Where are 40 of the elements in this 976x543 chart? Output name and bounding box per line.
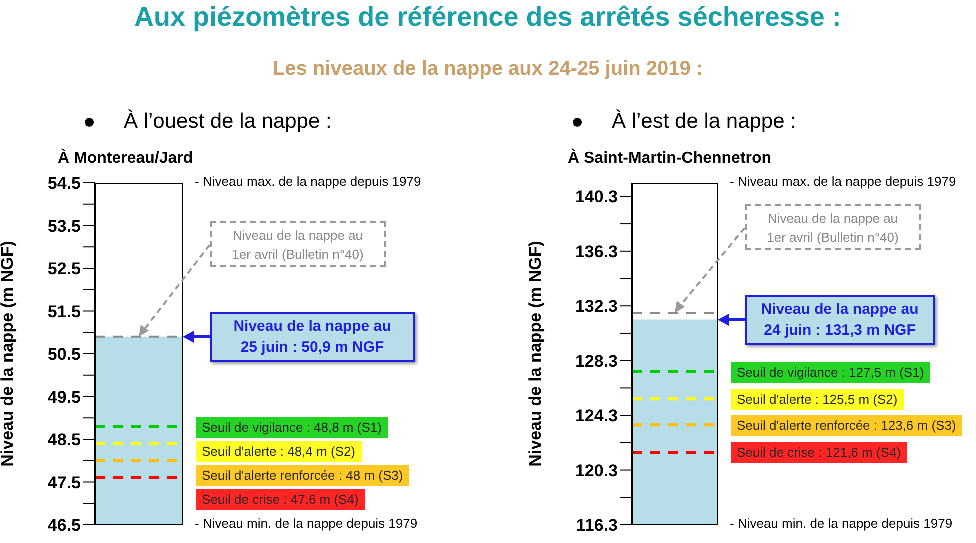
y-tick-label: 52.5 <box>48 260 81 279</box>
text: - Niveau min. de la nappe depuis 1979 <box>195 516 418 531</box>
y-axis-title: Niveau de la nappe (m NGF) <box>526 241 546 467</box>
y-tick-label: 128.3 <box>575 352 618 371</box>
text: Aux piézomètres de référence des arrêtés sécheresse : <box>134 2 842 33</box>
ref-line-label: Seuil de crise : 47,6 m (S4) <box>202 492 359 507</box>
chart-title: À Montereau/Jard <box>58 150 194 168</box>
y-tick-label: 50.5 <box>48 345 81 364</box>
ref-line-label: Seuil de vigilance : 48,8 m (S1) <box>202 420 382 435</box>
ref-line-label: Niveau de la nappe au 1er avril (Bulletin n°40) <box>745 204 921 250</box>
y-tick-label: 53.5 <box>48 216 81 236</box>
text: - Niveau max. de la nappe depuis 1979 <box>730 174 956 189</box>
text: - Niveau max. de la nappe depuis 1979 <box>195 174 422 189</box>
text: Les niveaux de la nappe aux 24-25 juin 2019 : <box>272 58 704 81</box>
y-tick-label: 136.3 <box>575 242 618 262</box>
y-tick-label: 116.3 <box>576 516 618 536</box>
chart-title: À Saint-Martin-Chennetron <box>568 150 772 168</box>
y-tick-label: 54.5 <box>48 174 81 194</box>
ref-line-label: Seuil de crise : 121,6 m (S4) <box>737 445 902 460</box>
text: Niveau de la nappe au 25 juin : 50,9 m NGF <box>210 312 415 362</box>
ref-line-label: Seuil de vigilance : 127,5 m (S1) <box>737 364 924 380</box>
y-tick-label: 132.3 <box>575 297 618 316</box>
y-tick-label: 46.5 <box>48 516 81 536</box>
y-tick-label: 120.3 <box>575 461 618 480</box>
y-tick-label: 48.5 <box>48 430 81 450</box>
y-tick-label: 47.5 <box>48 473 81 492</box>
ref-line-label: Seuil d'alerte renforcée : 48 m (S3) <box>202 468 404 483</box>
y-tick-label: 124.3 <box>575 406 618 426</box>
text: À l’ouest de la nappe : <box>124 110 332 133</box>
y-tick-label: 49.5 <box>48 388 81 407</box>
ref-line-label: Seuil d'alerte renforcée : 123,6 m (S3) <box>737 418 956 434</box>
ref-line-label: Niveau de la nappe au 1er avril (Bulletin n°40) <box>210 220 386 267</box>
text: Niveau de la nappe au 24 juin : 131,3 m NGF <box>745 294 935 345</box>
ref-line-label: Seuil d'alerte : 125,5 m (S2) <box>737 392 898 408</box>
chart-subtitle: À l’est de la nappe : <box>612 110 796 133</box>
y-tick-label: 140.3 <box>575 188 618 207</box>
y-tick-label: 51.5 <box>48 302 81 322</box>
ref-line-label: Seuil d'alerte : 48,4 m (S2) <box>202 444 356 459</box>
y-axis-title: Niveau de la nappe (m NGF) <box>0 241 18 467</box>
text: - Niveau min. de la nappe depuis 1979 <box>730 516 953 531</box>
